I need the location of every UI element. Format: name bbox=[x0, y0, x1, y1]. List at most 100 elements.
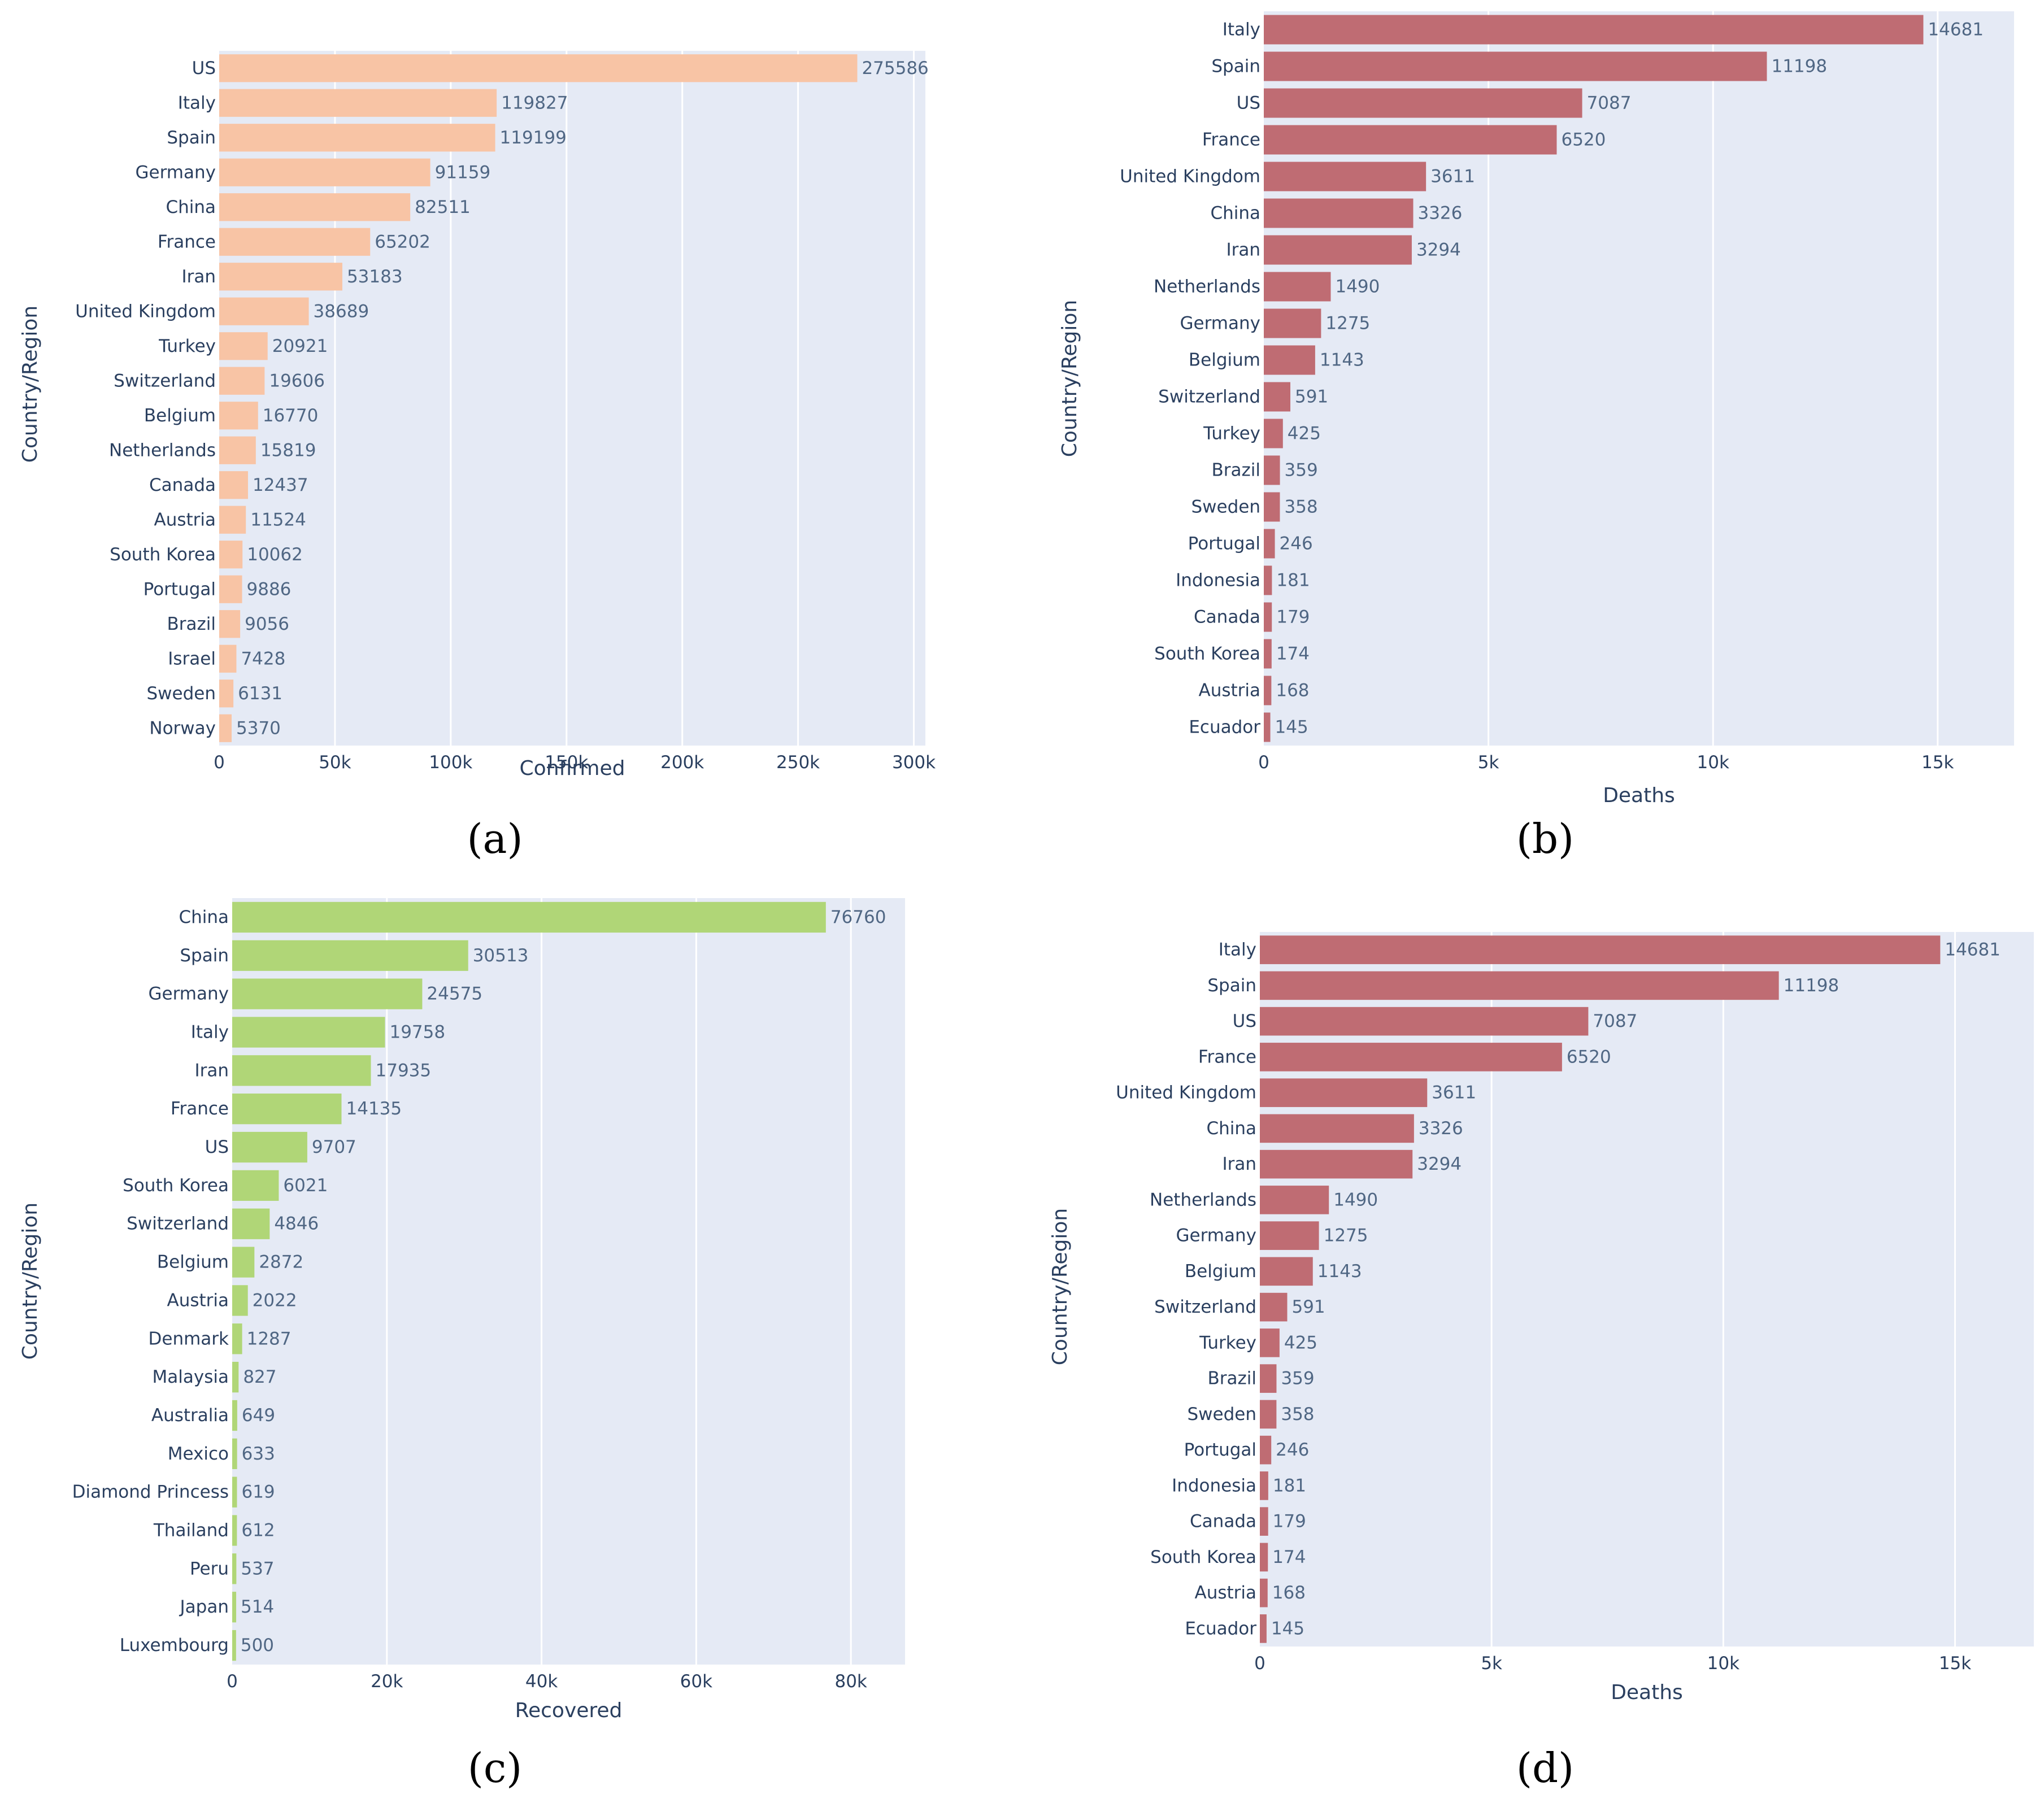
data-label: 7087 bbox=[1587, 93, 1632, 114]
data-label: 358 bbox=[1284, 497, 1317, 517]
category-label: Luxembourg bbox=[120, 1635, 229, 1656]
bar bbox=[1260, 1471, 1268, 1500]
category-label: Belgium bbox=[144, 406, 216, 426]
data-label: 6131 bbox=[238, 683, 282, 704]
x-tick-label: 250k bbox=[776, 752, 820, 773]
bar bbox=[1260, 1007, 1589, 1036]
bar bbox=[1264, 492, 1280, 522]
x-axis-title: Recovered bbox=[515, 1699, 623, 1722]
category-label: Iran bbox=[194, 1060, 229, 1081]
data-label: 179 bbox=[1273, 1512, 1306, 1532]
category-label: France bbox=[171, 1099, 229, 1119]
data-label: 1490 bbox=[1335, 277, 1380, 297]
y-axis-title: Country/Region bbox=[19, 306, 42, 463]
category-label: Switzerland bbox=[1158, 387, 1260, 407]
bar bbox=[1260, 1114, 1414, 1143]
bar bbox=[232, 1630, 236, 1661]
category-label: Austria bbox=[1194, 1583, 1256, 1603]
bar bbox=[219, 506, 246, 534]
category-label: Canada bbox=[1194, 607, 1260, 628]
category-label: France bbox=[158, 232, 216, 252]
bar bbox=[232, 901, 826, 933]
category-label: US bbox=[1233, 1011, 1256, 1031]
bar bbox=[1264, 15, 1924, 45]
category-label: Turkey bbox=[158, 336, 216, 356]
category-label: Brazil bbox=[167, 614, 216, 634]
category-label: United Kingdom bbox=[1116, 1083, 1256, 1103]
x-tick-label: 0 bbox=[227, 1671, 238, 1692]
category-label: Switzerland bbox=[127, 1214, 229, 1234]
x-axis-title: Deaths bbox=[1603, 784, 1675, 807]
category-label: Spain bbox=[1211, 56, 1260, 77]
bar bbox=[1264, 529, 1275, 559]
bar bbox=[219, 158, 430, 186]
panel-caption: (a) bbox=[467, 815, 523, 863]
category-label: Austria bbox=[167, 1290, 229, 1310]
category-label: Belgium bbox=[1189, 350, 1260, 371]
bar bbox=[1264, 345, 1315, 375]
bar bbox=[1260, 1221, 1319, 1250]
bar bbox=[1264, 235, 1412, 265]
data-label: 12437 bbox=[253, 475, 308, 495]
category-label: Sweden bbox=[146, 683, 216, 704]
category-label: US bbox=[205, 1137, 229, 1157]
bar bbox=[1264, 382, 1290, 412]
category-label: Canada bbox=[1190, 1512, 1256, 1532]
panel-caption: (d) bbox=[1516, 1744, 1574, 1792]
plot-background bbox=[1264, 11, 2014, 746]
bar bbox=[1260, 1507, 1268, 1536]
bar bbox=[1264, 198, 1414, 228]
x-tick-label: 0 bbox=[214, 752, 225, 773]
bar bbox=[219, 89, 497, 117]
category-label: Spain bbox=[1207, 975, 1256, 996]
data-label: 359 bbox=[1285, 460, 1318, 481]
bar bbox=[1260, 1578, 1268, 1608]
data-label: 119199 bbox=[500, 128, 567, 148]
category-label: China bbox=[166, 197, 216, 217]
category-label: South Korea bbox=[1150, 1547, 1256, 1567]
bar bbox=[232, 1476, 237, 1508]
bar bbox=[219, 714, 232, 742]
data-label: 619 bbox=[241, 1482, 275, 1502]
category-label: Austria bbox=[1198, 681, 1260, 701]
data-label: 76760 bbox=[830, 907, 886, 927]
category-label: US bbox=[1237, 93, 1260, 114]
plot-background bbox=[1260, 932, 2034, 1647]
category-label: Sweden bbox=[1187, 1404, 1256, 1425]
data-label: 6021 bbox=[283, 1175, 328, 1196]
bar bbox=[232, 1285, 248, 1316]
bar bbox=[1264, 639, 1272, 669]
bar bbox=[232, 1170, 279, 1201]
data-label: 2022 bbox=[253, 1290, 297, 1310]
data-label: 649 bbox=[242, 1405, 275, 1426]
x-tick-label: 5k bbox=[1481, 1653, 1502, 1674]
bar bbox=[1260, 1543, 1268, 1572]
category-label: Iran bbox=[181, 267, 216, 287]
bar bbox=[1260, 1186, 1329, 1214]
data-label: 827 bbox=[243, 1367, 276, 1387]
category-label: Indonesia bbox=[1176, 570, 1260, 591]
data-label: 9886 bbox=[247, 579, 292, 599]
x-tick-label: 150k bbox=[545, 752, 588, 773]
data-label: 4846 bbox=[274, 1214, 319, 1234]
bar bbox=[219, 332, 268, 360]
bar bbox=[232, 1515, 237, 1546]
category-label: Sweden bbox=[1191, 497, 1260, 517]
bar bbox=[219, 644, 237, 673]
category-label: Turkey bbox=[1199, 1332, 1256, 1353]
category-label: Peru bbox=[190, 1558, 229, 1579]
data-label: 11524 bbox=[250, 509, 306, 530]
bar bbox=[219, 680, 234, 708]
bar bbox=[1264, 51, 1767, 81]
bar bbox=[1260, 1364, 1277, 1393]
data-label: 181 bbox=[1276, 570, 1310, 591]
data-label: 591 bbox=[1291, 1297, 1325, 1317]
bar bbox=[1260, 1292, 1288, 1322]
data-label: 168 bbox=[1272, 1583, 1306, 1603]
bar bbox=[1260, 1614, 1267, 1643]
data-label: 1287 bbox=[247, 1328, 292, 1349]
bar bbox=[1260, 935, 1941, 964]
bar bbox=[1264, 162, 1427, 191]
data-label: 119827 bbox=[501, 93, 568, 113]
bar bbox=[1260, 1078, 1428, 1107]
